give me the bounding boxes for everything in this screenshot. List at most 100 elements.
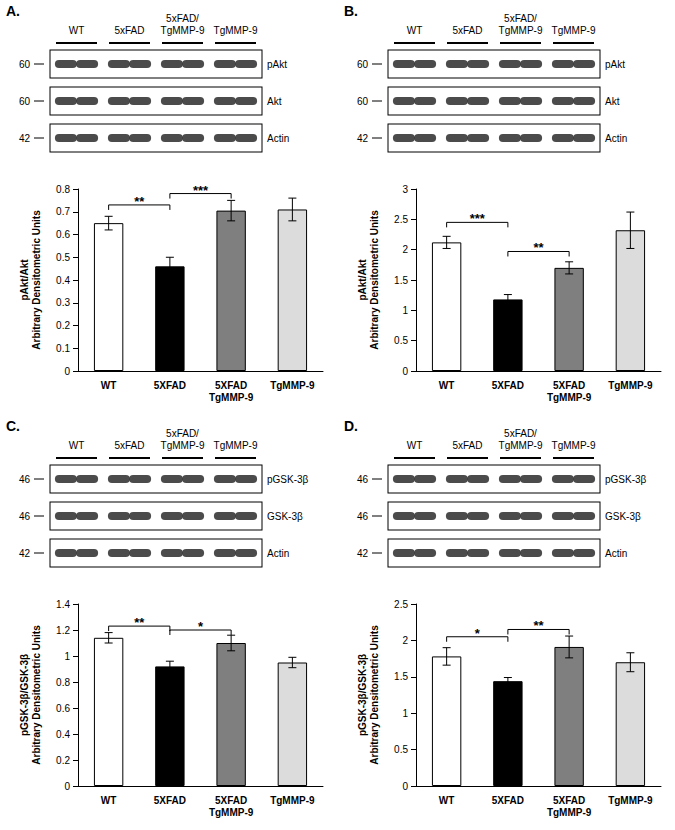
- svg-text:TgMMP-9: TgMMP-9: [214, 25, 258, 36]
- svg-text:5xFAD/TgMMP-9: 5xFAD/TgMMP-9: [161, 428, 205, 451]
- svg-text:0.4: 0.4: [56, 729, 70, 740]
- svg-text:0: 0: [64, 366, 70, 377]
- svg-text:pGSK-3β: pGSK-3β: [267, 474, 309, 485]
- svg-text:0.2: 0.2: [56, 755, 70, 766]
- svg-text:GSK-3β: GSK-3β: [267, 511, 303, 522]
- svg-text:5xFAD/TgMMP-9: 5xFAD/TgMMP-9: [499, 13, 543, 36]
- svg-text:1.2: 1.2: [56, 625, 70, 636]
- svg-text:1.5: 1.5: [394, 275, 408, 286]
- svg-text:5xFAD: 5xFAD: [114, 25, 144, 36]
- svg-text:5xFAD: 5xFAD: [452, 440, 482, 451]
- svg-text:Actin: Actin: [605, 548, 627, 559]
- svg-text:TgMMP-9: TgMMP-9: [209, 807, 254, 818]
- svg-text:*: *: [198, 619, 204, 634]
- svg-text:Actin: Actin: [267, 548, 289, 559]
- svg-text:42: 42: [19, 133, 31, 144]
- svg-text:WT: WT: [439, 380, 455, 391]
- svg-text:GSK-3β: GSK-3β: [605, 511, 641, 522]
- svg-text:0.6: 0.6: [56, 703, 70, 714]
- svg-text:WT: WT: [407, 25, 423, 36]
- svg-text:5XFAD: 5XFAD: [215, 380, 247, 391]
- svg-text:1: 1: [402, 708, 408, 719]
- svg-text:5xFAD: 5xFAD: [452, 25, 482, 36]
- svg-text:0.8: 0.8: [56, 677, 70, 688]
- svg-text:46: 46: [19, 474, 31, 485]
- svg-text:0.5: 0.5: [394, 335, 408, 346]
- svg-text:0: 0: [402, 781, 408, 792]
- svg-text:Actin: Actin: [605, 133, 627, 144]
- svg-text:5XFAD: 5XFAD: [215, 795, 247, 806]
- svg-text:WT: WT: [407, 440, 423, 451]
- svg-text:5XFAD: 5XFAD: [492, 795, 524, 806]
- svg-text:TgMMP-9: TgMMP-9: [547, 392, 592, 403]
- svg-text:***: ***: [470, 211, 486, 226]
- svg-text:2: 2: [402, 635, 408, 646]
- svg-text:0.8: 0.8: [56, 184, 70, 195]
- svg-text:Arbitrary Densitometric Units: Arbitrary Densitometric Units: [369, 625, 380, 765]
- svg-text:TgMMP-9: TgMMP-9: [552, 25, 596, 36]
- svg-text:0.1: 0.1: [56, 343, 70, 354]
- svg-text:1.4: 1.4: [56, 599, 70, 610]
- svg-text:0.4: 0.4: [56, 275, 70, 286]
- svg-text:0.5: 0.5: [394, 744, 408, 755]
- svg-text:5XFAD: 5XFAD: [154, 380, 186, 391]
- svg-text:0.6: 0.6: [56, 229, 70, 240]
- svg-text:**: **: [533, 618, 544, 633]
- svg-text:TgMMP-9: TgMMP-9: [552, 440, 596, 451]
- svg-text:WT: WT: [101, 380, 117, 391]
- svg-text:5xFAD/TgMMP-9: 5xFAD/TgMMP-9: [499, 428, 543, 451]
- svg-text:TgMMP-9: TgMMP-9: [270, 380, 315, 391]
- svg-text:1: 1: [64, 651, 70, 662]
- svg-text:60: 60: [357, 59, 369, 70]
- svg-text:TgMMP-9: TgMMP-9: [270, 795, 315, 806]
- svg-text:Arbitrary Densitometric Units: Arbitrary Densitometric Units: [31, 625, 42, 765]
- svg-text:**: **: [134, 194, 145, 209]
- svg-text:WT: WT: [69, 25, 85, 36]
- svg-text:***: ***: [193, 183, 209, 198]
- svg-text:**: **: [533, 240, 544, 255]
- svg-text:TgMMP-9: TgMMP-9: [214, 440, 258, 451]
- svg-text:pAkt/Akt: pAkt/Akt: [19, 259, 30, 301]
- svg-text:A.: A.: [6, 3, 20, 19]
- svg-text:TgMMP-9: TgMMP-9: [608, 380, 653, 391]
- svg-text:46: 46: [357, 511, 369, 522]
- svg-text:5XFAD: 5XFAD: [553, 795, 585, 806]
- svg-text:5XFAD: 5XFAD: [154, 795, 186, 806]
- svg-text:0: 0: [64, 781, 70, 792]
- svg-text:2: 2: [402, 244, 408, 255]
- svg-text:42: 42: [19, 548, 31, 559]
- svg-text:60: 60: [357, 96, 369, 107]
- svg-text:pAkt: pAkt: [605, 59, 625, 70]
- svg-text:pGSK-3β/GSK-3β: pGSK-3β/GSK-3β: [357, 654, 368, 736]
- svg-text:0: 0: [402, 366, 408, 377]
- svg-text:TgMMP-9: TgMMP-9: [608, 795, 653, 806]
- svg-text:0.2: 0.2: [56, 320, 70, 331]
- svg-text:42: 42: [357, 548, 369, 559]
- svg-text:42: 42: [357, 133, 369, 144]
- svg-text:*: *: [475, 626, 481, 641]
- svg-text:**: **: [134, 615, 145, 630]
- svg-text:Akt: Akt: [605, 96, 620, 107]
- svg-text:Arbitrary Densitometric Units: Arbitrary Densitometric Units: [369, 210, 380, 350]
- svg-text:46: 46: [357, 474, 369, 485]
- svg-text:60: 60: [19, 59, 31, 70]
- svg-text:pAkt/Akt: pAkt/Akt: [357, 259, 368, 301]
- svg-text:pGSK-3β: pGSK-3β: [605, 474, 647, 485]
- svg-text:2.5: 2.5: [394, 599, 408, 610]
- svg-text:60: 60: [19, 96, 31, 107]
- svg-text:46: 46: [19, 511, 31, 522]
- svg-text:B.: B.: [344, 3, 358, 19]
- svg-text:5xFAD/TgMMP-9: 5xFAD/TgMMP-9: [161, 13, 205, 36]
- svg-text:1.5: 1.5: [394, 671, 408, 682]
- svg-text:0.3: 0.3: [56, 297, 70, 308]
- svg-text:Arbitrary Densitometric Units: Arbitrary Densitometric Units: [31, 210, 42, 350]
- svg-text:Akt: Akt: [267, 96, 282, 107]
- svg-text:pGSK-3β/GSK-3β: pGSK-3β/GSK-3β: [19, 654, 30, 736]
- svg-text:WT: WT: [69, 440, 85, 451]
- svg-text:5xFAD: 5xFAD: [114, 440, 144, 451]
- svg-text:Actin: Actin: [267, 133, 289, 144]
- svg-text:D.: D.: [344, 418, 358, 434]
- svg-text:1: 1: [402, 305, 408, 316]
- svg-text:TgMMP-9: TgMMP-9: [547, 807, 592, 818]
- svg-text:TgMMP-9: TgMMP-9: [209, 392, 254, 403]
